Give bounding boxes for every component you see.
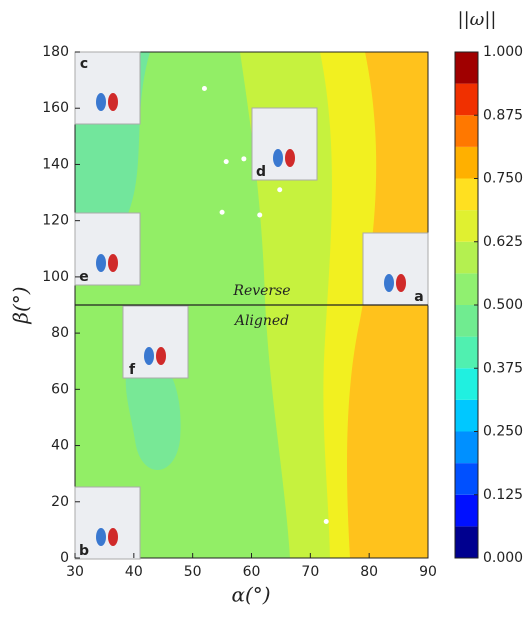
colorbar-tick-label: 1.000 <box>483 44 523 60</box>
inset-vortex <box>156 347 166 365</box>
inset-label: c <box>80 56 88 72</box>
colorbar-label: ||ω|| <box>458 9 497 30</box>
y-tick-label: 100 <box>42 269 69 285</box>
sample-point <box>219 209 225 215</box>
annotation: Reverse <box>232 283 290 299</box>
inset-label: a <box>414 289 423 305</box>
x-tick-label: 70 <box>301 564 319 580</box>
colorbar-tick-label: 0.625 <box>483 234 523 250</box>
y-tick-label: 160 <box>42 100 69 116</box>
colorbar-band <box>455 494 478 527</box>
inset-vortex <box>96 93 106 111</box>
colorbar-band <box>455 399 478 432</box>
colorbar-band <box>455 336 478 369</box>
x-tick-label: 50 <box>184 564 202 580</box>
colorbar-tick-label: 0.500 <box>483 297 523 313</box>
sample-point <box>223 159 229 165</box>
inset-vortex <box>285 149 295 167</box>
inset-vortex <box>144 347 154 365</box>
inset-vortex <box>396 274 406 292</box>
annotation: Aligned <box>233 313 289 329</box>
colorbar-tick-label: 0.250 <box>483 424 523 440</box>
sample-point <box>257 212 263 218</box>
inset-vortex <box>108 254 118 272</box>
inset-vortex <box>384 274 394 292</box>
inset-vortex <box>108 93 118 111</box>
inset-label: b <box>79 543 89 559</box>
sample-point <box>201 86 207 92</box>
y-tick-label: 40 <box>51 438 69 454</box>
colorbar-tick-label: 0.125 <box>483 487 523 503</box>
inset <box>74 486 141 560</box>
x-tick-label: 40 <box>125 564 143 580</box>
inset-label: f <box>129 362 136 378</box>
inset-vortex <box>96 254 106 272</box>
y-axis-label: β(°) <box>9 286 33 324</box>
colorbar-band <box>455 115 478 147</box>
inset <box>74 51 141 125</box>
x-tick-label: 90 <box>419 564 437 580</box>
y-tick-label: 140 <box>42 156 69 172</box>
colorbar-band <box>455 52 478 84</box>
x-axis-label: α(°) <box>231 583 270 607</box>
colorbar-band <box>455 368 478 400</box>
colorbar-band <box>455 241 478 274</box>
x-tick-label: 80 <box>360 564 378 580</box>
colorbar-band <box>455 178 478 211</box>
y-tick-label: 0 <box>60 550 69 566</box>
inset-label: d <box>256 164 266 180</box>
y-tick-label: 20 <box>51 494 69 510</box>
colorbar-band <box>455 526 478 558</box>
x-tick-label: 60 <box>243 564 261 580</box>
y-tick-label: 60 <box>51 381 69 397</box>
inset <box>74 212 141 286</box>
colorbar-band <box>455 305 478 337</box>
inset-vortex <box>108 528 118 546</box>
colorbar-band <box>455 146 478 179</box>
y-tick-label: 120 <box>42 213 69 229</box>
colorbar-band <box>455 83 478 116</box>
sample-point <box>241 156 247 162</box>
inset <box>362 232 429 306</box>
colorbar-tick-label: 0.000 <box>483 550 523 566</box>
colorbar-tick-label: 0.875 <box>483 107 523 123</box>
colorbar-band <box>455 463 478 495</box>
colorbar-tick-label: 0.375 <box>483 360 523 376</box>
sample-point <box>323 518 329 524</box>
colorbar-band <box>455 431 478 464</box>
colorbar-band <box>455 273 478 305</box>
x-tick-label: 30 <box>66 564 84 580</box>
inset-label: e <box>79 269 89 285</box>
y-tick-label: 80 <box>51 325 69 341</box>
sample-point <box>277 187 283 193</box>
inset <box>122 305 189 379</box>
colorbar-band <box>455 210 478 242</box>
inset <box>251 107 318 181</box>
inset-vortex <box>96 528 106 546</box>
colorbar-tick-label: 0.750 <box>483 171 523 187</box>
inset-vortex <box>273 149 283 167</box>
y-tick-label: 180 <box>42 44 69 60</box>
